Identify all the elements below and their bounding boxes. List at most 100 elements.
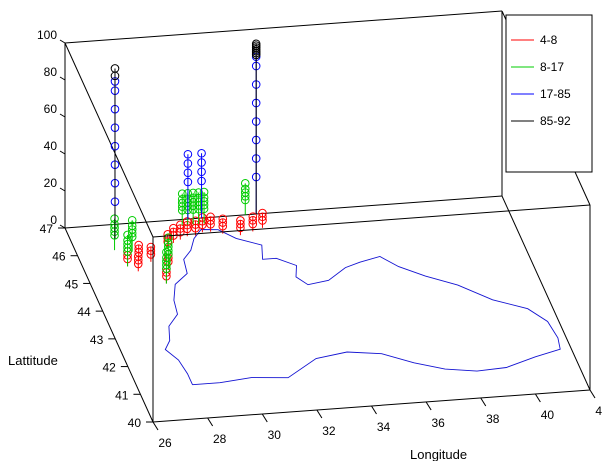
data-point xyxy=(162,247,171,257)
y-tick-label: 45 xyxy=(65,277,79,291)
data-point xyxy=(191,220,200,229)
legend-label: 85-92 xyxy=(540,114,571,128)
data-point xyxy=(206,216,215,225)
z-tick-mark xyxy=(59,150,66,155)
data-point xyxy=(199,187,209,197)
box-edge-top-left xyxy=(64,42,154,238)
y-tick-label: 41 xyxy=(115,388,129,402)
data-point xyxy=(248,216,258,225)
x-tick-mark xyxy=(480,397,487,407)
data-point xyxy=(251,39,261,49)
x-tick-label: 26 xyxy=(158,436,172,450)
data-point xyxy=(183,177,193,187)
data-point xyxy=(197,158,206,167)
z-tick-label: 80 xyxy=(44,65,58,79)
y-axis-label: Lattitude xyxy=(8,353,58,368)
data-point xyxy=(199,197,209,206)
data-point xyxy=(197,148,206,158)
data-point xyxy=(218,218,228,227)
data-point xyxy=(146,242,156,252)
z-tick-mark xyxy=(59,76,66,81)
legend: 4-8 8-17 17-85 85-92 xyxy=(505,14,593,173)
z-tick-mark xyxy=(59,187,66,192)
x-tick-mark xyxy=(371,405,377,415)
data-point xyxy=(197,167,206,177)
z-tick-mark xyxy=(59,39,66,44)
z-tick-label: 100 xyxy=(37,28,57,42)
data-point xyxy=(183,149,193,159)
data-point xyxy=(127,221,137,231)
y-tick-label: 42 xyxy=(102,361,116,375)
data-point xyxy=(146,246,156,255)
y-tick-label: 40 xyxy=(128,416,142,430)
data-point xyxy=(240,179,250,188)
z-tick-mark xyxy=(59,224,66,229)
box-edge-back-top xyxy=(64,10,503,44)
x-tick-label: 40 xyxy=(541,408,555,422)
data-point xyxy=(258,212,267,222)
data-point xyxy=(127,215,137,225)
x-tick-mark xyxy=(534,393,541,403)
axes-box-front xyxy=(64,195,591,423)
data-point xyxy=(240,184,250,194)
data-point xyxy=(164,233,173,242)
axis-ticks: 26 28 30 32 34 36 38 40 42 40 41 42 43 44 45 46 470 20 40 6… xyxy=(37,28,602,450)
data-point xyxy=(218,214,228,224)
data-point xyxy=(164,238,173,248)
data-point xyxy=(163,230,173,239)
z-tick-label: 20 xyxy=(44,176,58,190)
data-point xyxy=(183,168,193,178)
y-axis-line xyxy=(64,227,154,423)
legend-label: 4-8 xyxy=(540,33,558,47)
box-edge-back-floor xyxy=(64,195,503,229)
data-point xyxy=(188,188,198,198)
y-tick-label: 43 xyxy=(90,333,104,347)
data-point xyxy=(236,219,245,229)
x-tick-label: 36 xyxy=(431,416,445,430)
data-point xyxy=(183,159,193,168)
data-point xyxy=(123,230,132,240)
box-edge-front-top xyxy=(152,204,591,238)
z-tick-label: 40 xyxy=(44,139,58,153)
data-point xyxy=(206,212,215,222)
data-point xyxy=(240,188,250,197)
stem-plot-series xyxy=(110,39,267,284)
data-point xyxy=(177,189,187,198)
x-tick-label: 34 xyxy=(377,420,391,434)
y-tick-label: 46 xyxy=(52,250,66,264)
data-point xyxy=(176,220,185,230)
legend-label: 8-17 xyxy=(540,60,564,74)
data-point xyxy=(194,188,203,197)
x-tick-label: 38 xyxy=(486,412,500,426)
z-tick-label: 0 xyxy=(50,213,57,227)
x-tick-label: 28 xyxy=(213,432,227,446)
data-point xyxy=(248,212,258,221)
series-4-8 xyxy=(123,208,267,284)
data-point xyxy=(199,193,209,202)
data-point xyxy=(197,176,206,186)
x-tick-label: 42 xyxy=(595,404,602,418)
y-tick-label: 44 xyxy=(77,305,91,319)
y-tick-label: 47 xyxy=(40,222,54,236)
x-tick-mark xyxy=(425,401,432,411)
x-tick-mark xyxy=(207,417,214,427)
series-85-92 xyxy=(110,39,261,239)
data-point xyxy=(110,64,120,73)
data-point xyxy=(236,216,245,225)
data-point xyxy=(134,240,143,250)
data-point xyxy=(176,224,185,233)
box-edge-floor-right xyxy=(501,195,591,391)
legend-label: 17-85 xyxy=(540,87,571,101)
data-point xyxy=(258,208,267,218)
x-axis-label: Longitude xyxy=(410,447,467,461)
black-sea-coastline xyxy=(164,229,561,386)
x-tick-mark xyxy=(589,389,596,399)
data-point xyxy=(127,225,137,234)
data-point xyxy=(134,244,143,254)
x-tick-mark xyxy=(152,421,159,431)
x-tick-label: 32 xyxy=(322,424,336,438)
data-point xyxy=(164,242,173,252)
x-tick-mark xyxy=(261,413,268,423)
data-point xyxy=(169,223,178,233)
